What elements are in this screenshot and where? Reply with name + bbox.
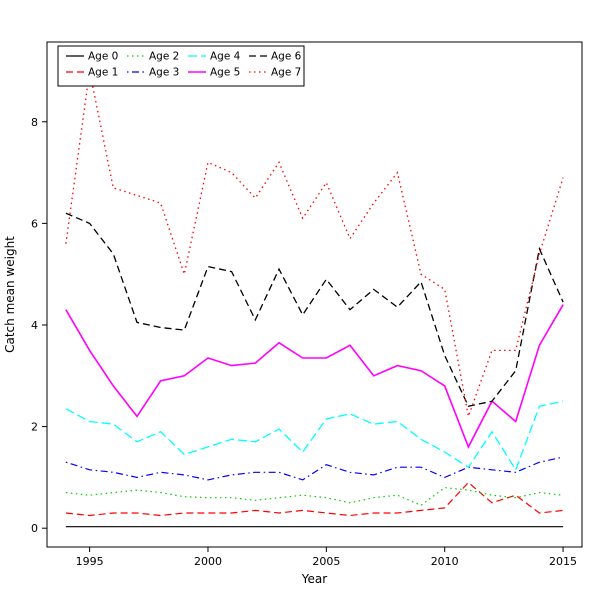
- x-tick-label: 2010: [431, 555, 459, 568]
- legend-label-age-2: Age 2: [149, 51, 179, 63]
- y-tick-label: 8: [31, 116, 38, 129]
- series-age-5: [65, 304, 564, 449]
- plot-box: [46, 41, 583, 548]
- legend-label-age-7: Age 7: [271, 67, 301, 79]
- y-tick-label: 2: [31, 421, 38, 434]
- legend-label-age-5: Age 5: [210, 67, 240, 79]
- x-tick-label: 1995: [76, 555, 104, 568]
- legend-label-age-4: Age 4: [210, 51, 241, 63]
- legend-label-age-1: Age 1: [88, 67, 118, 79]
- y-tick-label: 4: [31, 319, 38, 332]
- series-age-2: [65, 486, 564, 506]
- series-age-4: [65, 400, 564, 472]
- x-tick-label: 2015: [549, 555, 577, 568]
- y-tick-label: 0: [31, 522, 38, 535]
- legend-label-age-6: Age 6: [271, 51, 302, 63]
- legend-box: [57, 45, 305, 87]
- series-age-1: [65, 481, 564, 517]
- y-axis-label: Catch mean weight: [3, 236, 17, 353]
- legend-label-age-0: Age 0: [88, 51, 118, 63]
- y-tick-label: 6: [31, 217, 38, 230]
- series-age-7: [65, 70, 564, 419]
- x-tick-label: 2000: [194, 555, 222, 568]
- legend-label-age-3: Age 3: [149, 67, 179, 79]
- series-age-6: [65, 212, 564, 408]
- x-axis-label: Year: [301, 572, 327, 586]
- series-age-3: [65, 456, 564, 481]
- x-tick-label: 2005: [312, 555, 340, 568]
